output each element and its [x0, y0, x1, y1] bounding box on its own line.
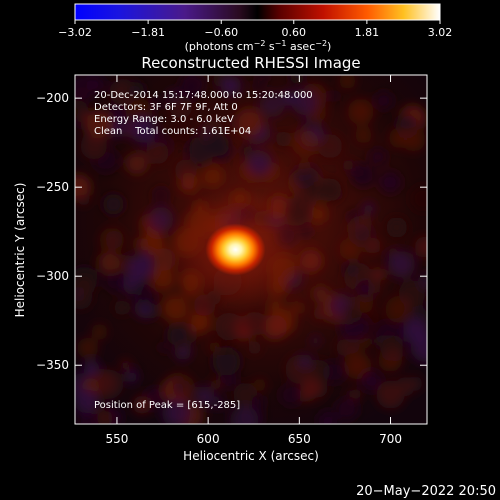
- y-axis-label: Heliocentric Y (arcsec): [13, 183, 27, 318]
- chart-title: Reconstructed RHESSI Image: [141, 54, 360, 72]
- colorbar-unit-label: (photons cm−2 s−1 asec−2): [185, 39, 332, 53]
- peak-position-label: Position of Peak = [615,-285]: [94, 400, 240, 411]
- colorbar-tick-label: 3.02: [428, 26, 453, 39]
- colorbar-ticks: −3.02 −1.81 −0.60 0.60 1.81 3.02: [58, 20, 452, 39]
- y-tick-label: −350: [36, 358, 69, 372]
- colorbar-tick-label: −1.81: [131, 26, 165, 39]
- axis-ticks: 550 600 650 700 −200 −250 −300 −350: [36, 75, 427, 446]
- flare-source: [205, 223, 266, 276]
- y-tick-label: −250: [36, 180, 69, 194]
- colorbar-tick-label: −0.60: [204, 26, 238, 39]
- colorbar-tick-label: 1.81: [355, 26, 380, 39]
- x-tick-label: 600: [197, 432, 220, 446]
- annotation-time-range: 20-Dec-2014 15:17:48.000 to 15:20:48.000: [94, 90, 313, 101]
- colorbar-tick-label: −3.02: [58, 26, 92, 39]
- y-tick-label: −200: [36, 91, 69, 105]
- colorbar: [74, 3, 441, 21]
- annotation-total-counts: Clean Total counts: 1.61E+04: [94, 126, 251, 137]
- plot-frame: [74, 74, 428, 425]
- x-tick-label: 700: [379, 432, 402, 446]
- colorbar-tick-label: 0.60: [282, 26, 307, 39]
- heatmap-image: [75, 75, 427, 424]
- x-tick-label: 550: [105, 432, 128, 446]
- x-tick-label: 650: [288, 432, 311, 446]
- plot-timestamp: 20−May−2022 20:50: [356, 484, 496, 499]
- y-tick-label: −300: [36, 269, 69, 283]
- annotation-detectors: Detectors: 3F 6F 7F 9F, Att 0: [94, 102, 238, 113]
- annotation-energy-range: Energy Range: 3.0 - 6.0 keV: [94, 114, 234, 125]
- x-axis-label: Heliocentric X (arcsec): [183, 449, 319, 463]
